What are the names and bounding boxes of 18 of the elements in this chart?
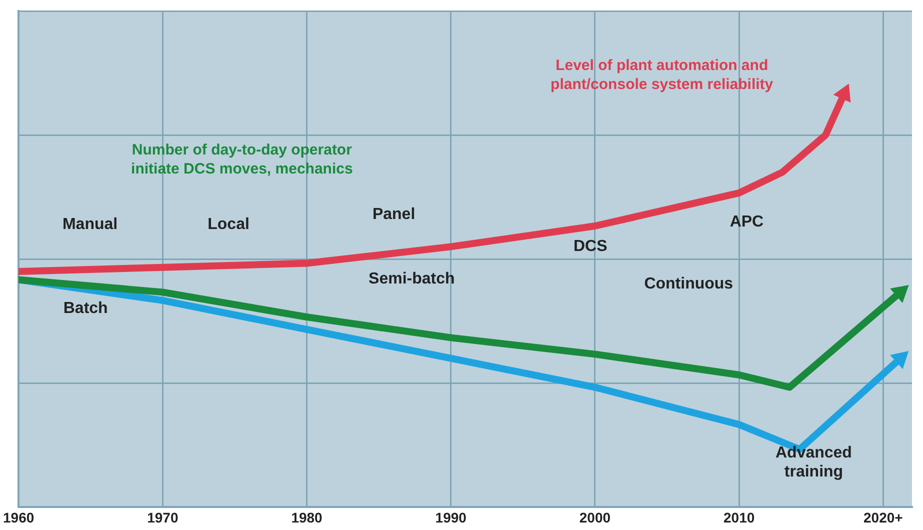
annotation: Local <box>208 216 250 233</box>
annotation: Continuous <box>644 275 734 292</box>
annotation: Batch <box>63 300 108 318</box>
x-tick-label: 2020+ <box>864 509 903 526</box>
x-tick-label: 2000 <box>579 509 611 526</box>
x-tick-label: 1990 <box>435 509 467 526</box>
annotation: APC <box>730 213 764 230</box>
x-tick-label: 2010 <box>724 509 755 526</box>
text: Number of day-to-day operator initiate DCS moves, mechanics <box>131 142 353 178</box>
x-tick-label: 1970 <box>147 509 178 526</box>
x-tick-label: 1960 <box>2 509 34 526</box>
annotation: DCS <box>573 238 608 256</box>
annotation: Semi-batch <box>368 270 455 288</box>
annotation: Panel <box>372 206 416 223</box>
annotation: Manual <box>62 216 118 233</box>
text: Level of plant automation and plant/console system reliability <box>550 57 774 94</box>
annotation: Advanced training <box>775 444 852 480</box>
x-tick-label: 1980 <box>291 509 323 526</box>
